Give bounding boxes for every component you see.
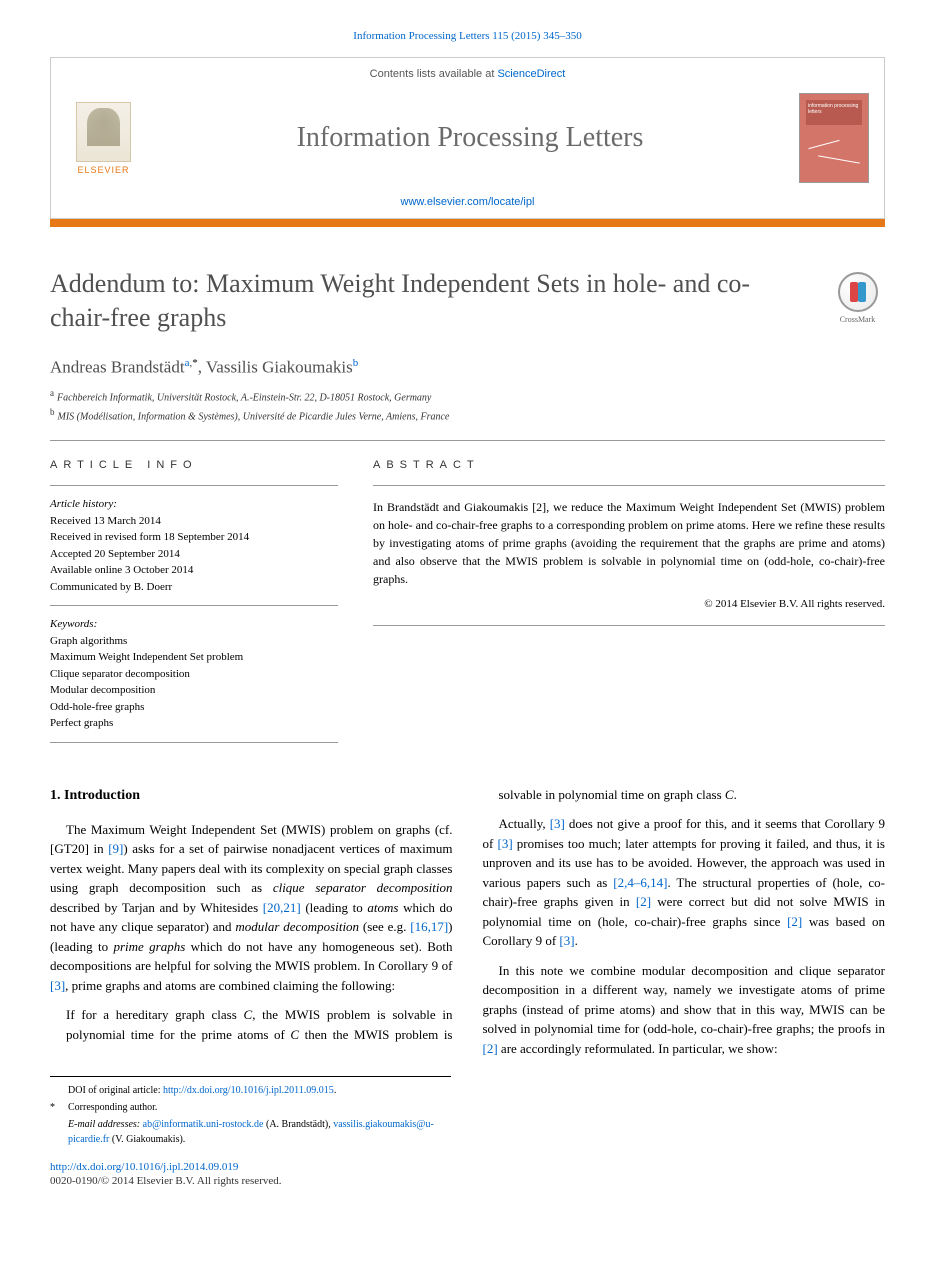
abstract-text: In Brandstädt and Giakoumakis [2], we re… xyxy=(373,498,885,588)
crossmark-label: CrossMark xyxy=(830,315,885,324)
affiliation-a: Fachbereich Informatik, Universität Rost… xyxy=(57,393,431,404)
ref-link[interactable]: [2] xyxy=(483,1041,498,1056)
abs-t1: In Brandstädt and Giakoumakis xyxy=(373,500,532,514)
fn-emails: E-mail addresses: ab@informatik.uni-rost… xyxy=(68,1117,451,1147)
divider xyxy=(50,440,885,441)
original-doi-link[interactable]: http://dx.doi.org/10.1016/j.ipl.2011.09.… xyxy=(163,1085,334,1096)
ref-link[interactable]: [16,17] xyxy=(410,919,448,934)
paragraph: Actually, [3] does not give a proof for … xyxy=(483,814,886,951)
orange-divider xyxy=(50,219,885,227)
ref-link[interactable]: [3] xyxy=(50,978,65,993)
keyword: Perfect graphs xyxy=(50,715,338,732)
contents-line: Contents lists available at ScienceDirec… xyxy=(66,68,869,85)
ref-link[interactable]: [3] xyxy=(550,816,565,831)
ref-link[interactable]: [9] xyxy=(108,841,123,856)
header-citation: Information Processing Letters 115 (2015… xyxy=(50,30,885,42)
author-1-aff[interactable]: a xyxy=(185,357,190,369)
author-2-aff[interactable]: b xyxy=(353,357,359,369)
fn-corresponding: Corresponding author. xyxy=(68,1100,157,1115)
abstract-header: ABSTRACT xyxy=(373,457,885,474)
keyword: Clique separator decomposition xyxy=(50,666,338,683)
article-doi: http://dx.doi.org/10.1016/j.ipl.2014.09.… xyxy=(50,1161,885,1173)
ref-link[interactable]: [2] xyxy=(532,500,546,514)
revised-date: Received in revised form 18 September 20… xyxy=(50,529,338,546)
sciencedirect-link[interactable]: ScienceDirect xyxy=(497,68,565,80)
author-1-corr[interactable]: * xyxy=(192,357,198,369)
doi-link[interactable]: http://dx.doi.org/10.1016/j.ipl.2014.09.… xyxy=(50,1161,238,1173)
fn-blank xyxy=(50,1117,62,1147)
article-title: Addendum to: Maximum Weight Independent … xyxy=(50,267,810,335)
email-link-1[interactable]: ab@informatik.uni-rostock.de xyxy=(143,1119,264,1130)
keywords-label: Keywords: xyxy=(50,616,338,633)
journal-cover-thumb[interactable] xyxy=(799,93,869,183)
author-2: Vassilis Giakoumakis xyxy=(206,357,353,376)
contents-text: Contents lists available at xyxy=(370,68,498,80)
author-1: Andreas Brandstädt xyxy=(50,357,185,376)
crossmark-icon xyxy=(838,272,878,312)
keyword: Graph algorithms xyxy=(50,633,338,650)
ref-link[interactable]: [3] xyxy=(559,933,574,948)
journal-banner: Contents lists available at ScienceDirec… xyxy=(50,57,885,219)
abstract-copyright: © 2014 Elsevier B.V. All rights reserved… xyxy=(373,596,885,613)
rights-line: 0020-0190/© 2014 Elsevier B.V. All right… xyxy=(50,1175,885,1187)
elsevier-text: ELSEVIER xyxy=(66,165,141,175)
elsevier-logo[interactable]: ELSEVIER xyxy=(66,102,141,175)
communicated-by: Communicated by B. Doerr xyxy=(50,579,338,596)
received-date: Received 13 March 2014 xyxy=(50,513,338,530)
journal-url-link[interactable]: www.elsevier.com/locate/ipl xyxy=(401,196,535,208)
fn-star: * xyxy=(50,1100,62,1115)
affiliations: aFachbereich Informatik, Universität Ros… xyxy=(50,387,885,424)
section-1-title: 1. Introduction xyxy=(50,785,453,806)
keyword: Odd-hole-free graphs xyxy=(50,699,338,716)
ref-link[interactable]: [2] xyxy=(636,894,651,909)
crossmark-badge[interactable]: CrossMark xyxy=(830,272,885,324)
fn-blank xyxy=(50,1083,62,1098)
article-body: 1. Introduction The Maximum Weight Indep… xyxy=(50,785,885,1059)
elsevier-tree-icon xyxy=(76,102,131,162)
journal-url-line: www.elsevier.com/locate/ipl xyxy=(66,191,869,208)
citation-link[interactable]: Information Processing Letters 115 (2015… xyxy=(353,30,581,42)
authors-line: Andreas Brandstädta,*, Vassilis Giakouma… xyxy=(50,357,885,378)
paragraph: The Maximum Weight Independent Set (MWIS… xyxy=(50,820,453,996)
abstract: ABSTRACT In Brandstädt and Giakoumakis [… xyxy=(373,457,885,753)
online-date: Available online 3 October 2014 xyxy=(50,562,338,579)
ref-link[interactable]: [20,21] xyxy=(263,900,301,915)
accepted-date: Accepted 20 September 2014 xyxy=(50,546,338,563)
article-info: ARTICLE INFO Article history: Received 1… xyxy=(50,457,338,753)
keyword: Maximum Weight Independent Set problem xyxy=(50,649,338,666)
fn-doi: DOI of original article: http://dx.doi.o… xyxy=(68,1083,336,1098)
ref-link[interactable]: [3] xyxy=(497,836,512,851)
ref-link[interactable]: [2] xyxy=(787,914,802,929)
ref-link[interactable]: [2,4–6,14] xyxy=(613,875,667,890)
info-header: ARTICLE INFO xyxy=(50,457,338,474)
paragraph: In this note we combine modular decompos… xyxy=(483,961,886,1059)
history-label: Article history: xyxy=(50,496,338,513)
affiliation-b: MIS (Modélisation, Information & Système… xyxy=(58,411,450,422)
footnotes: DOI of original article: http://dx.doi.o… xyxy=(50,1076,451,1147)
journal-name: Information Processing Letters xyxy=(297,122,644,154)
keyword: Modular decomposition xyxy=(50,682,338,699)
